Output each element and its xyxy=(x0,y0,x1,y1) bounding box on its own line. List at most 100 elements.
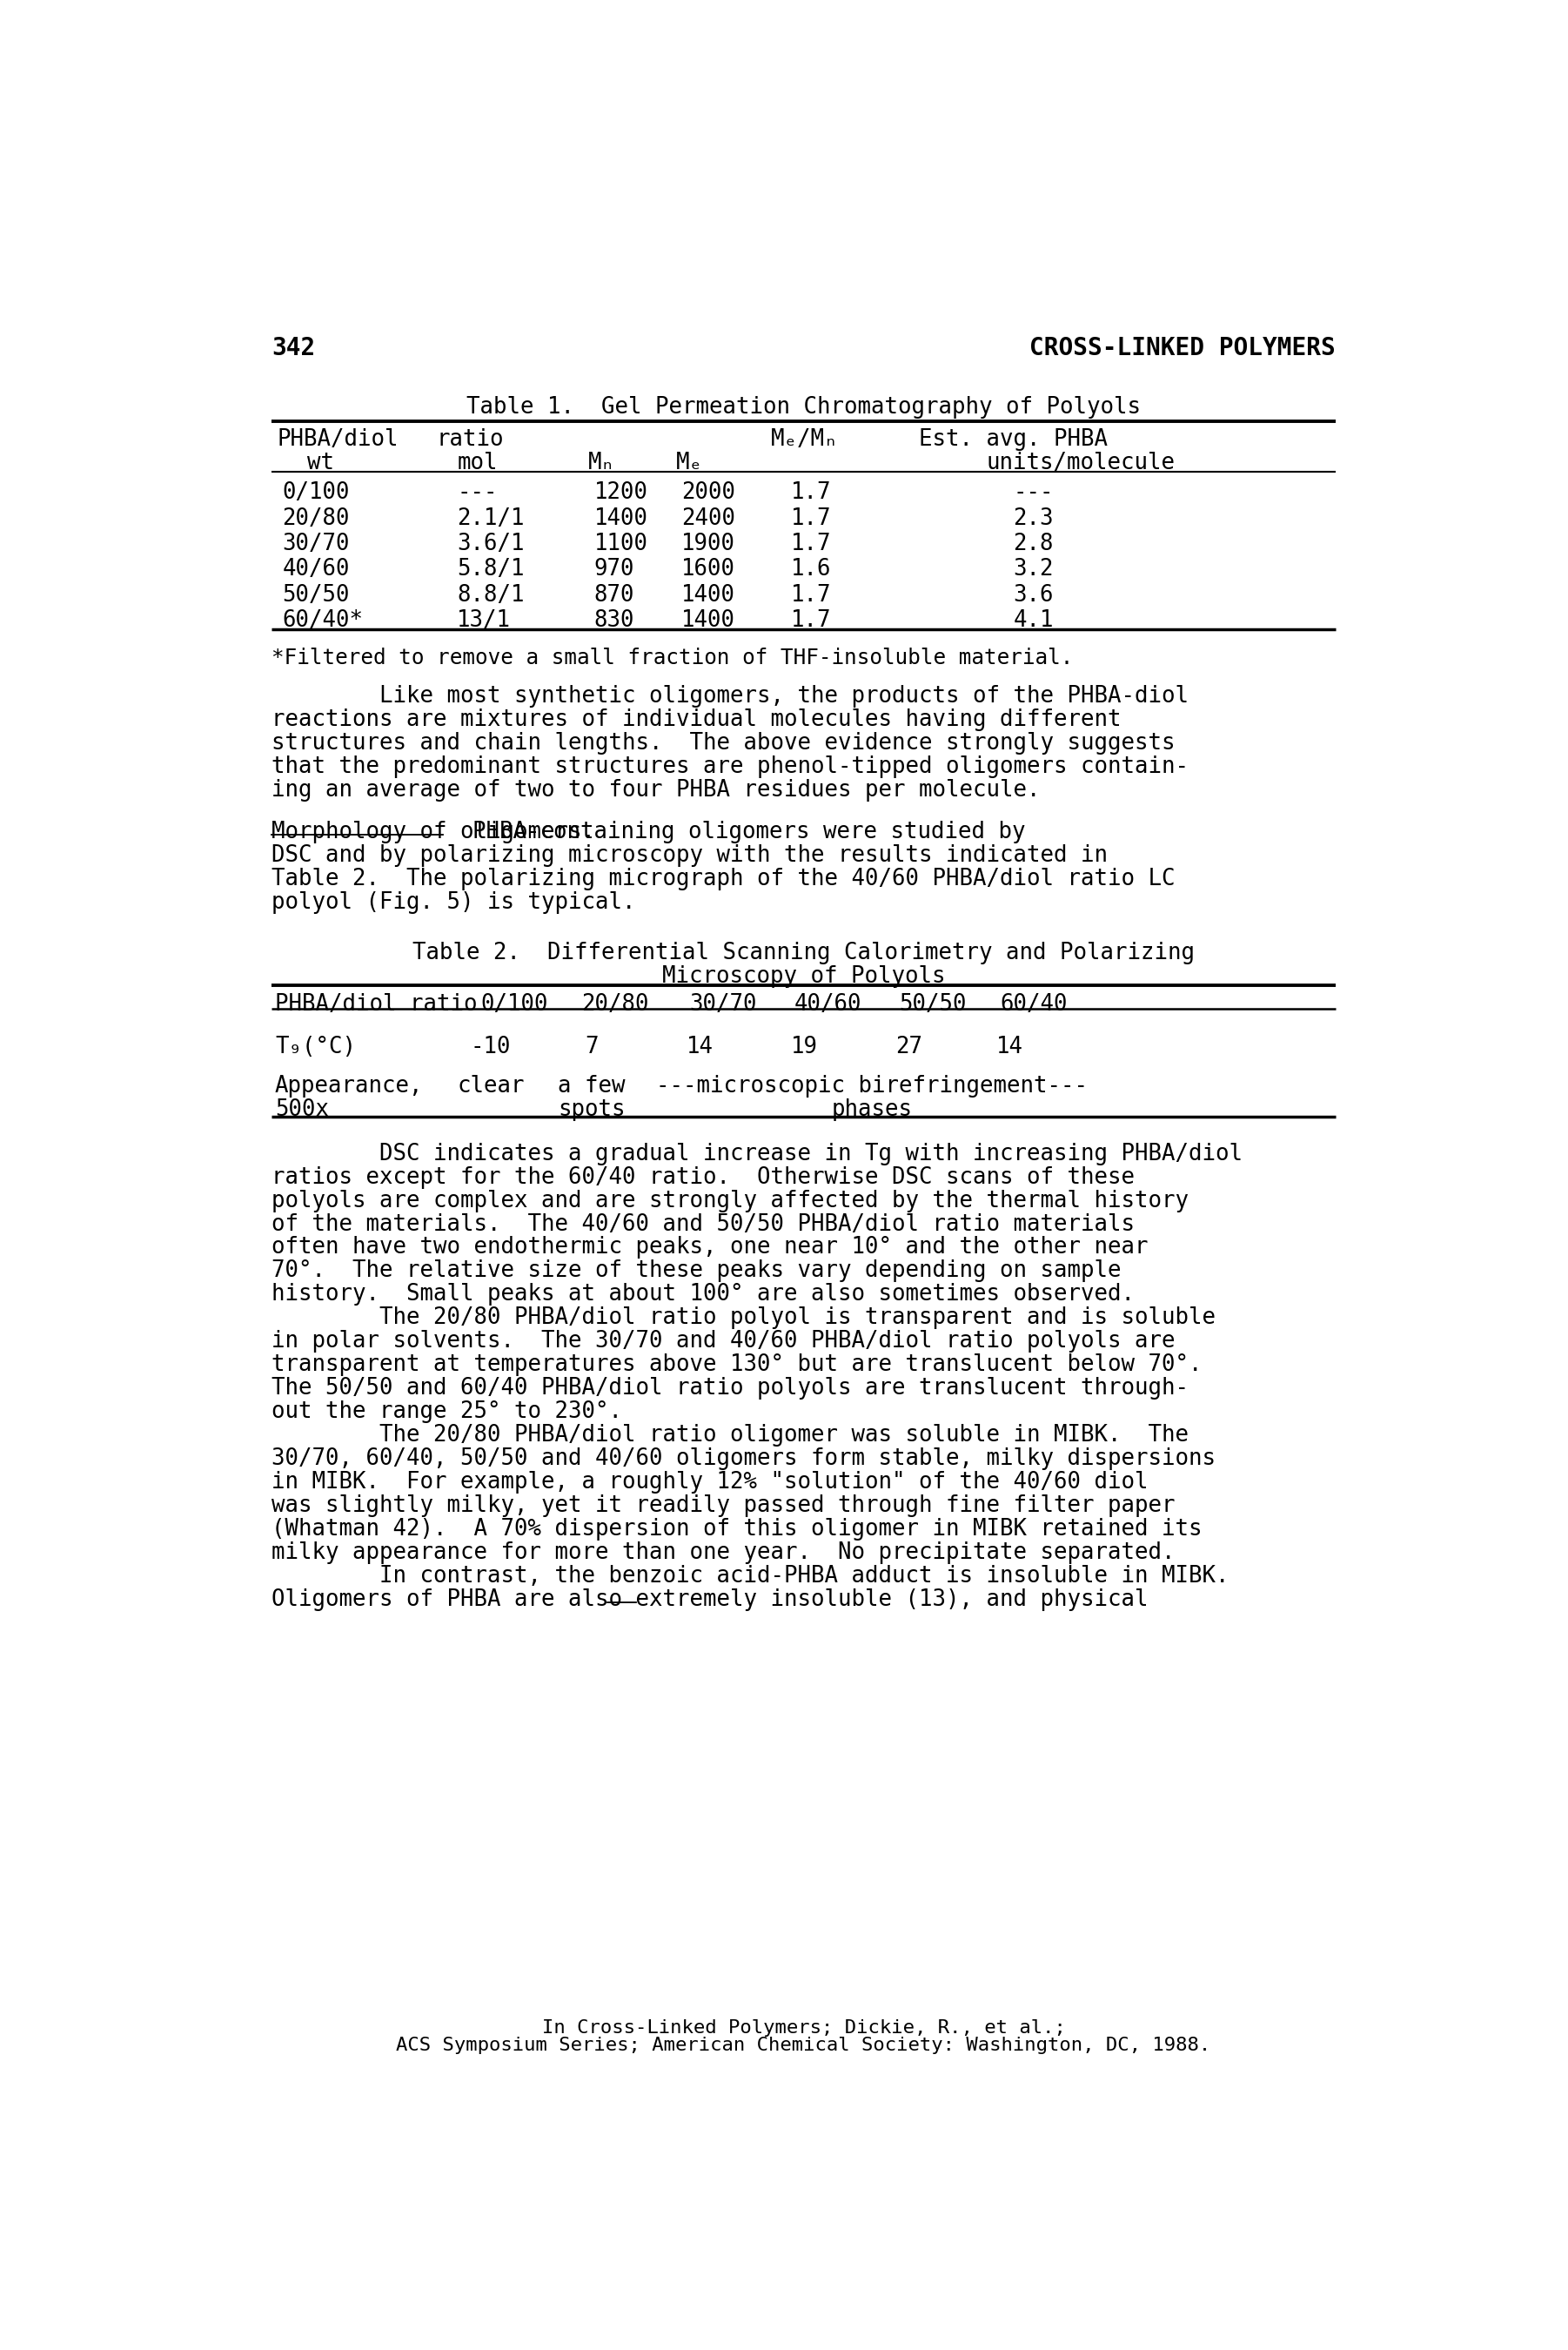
Text: 8.8/1: 8.8/1 xyxy=(456,583,524,606)
Text: 20/80: 20/80 xyxy=(282,508,350,529)
Text: 1100: 1100 xyxy=(594,533,648,555)
Text: 500x: 500x xyxy=(274,1097,329,1121)
Text: 1.7: 1.7 xyxy=(790,533,831,555)
Text: 27: 27 xyxy=(895,1036,922,1058)
Text: *Filtered to remove a small fraction of THF-insoluble material.: *Filtered to remove a small fraction of … xyxy=(271,649,1073,670)
Text: (Whatman 42).  A 70% dispersion of this oligomer in MIBK retained its: (Whatman 42). A 70% dispersion of this o… xyxy=(271,1518,1203,1542)
Text: The 50/50 and 60/40 PHBA/diol ratio polyols are translucent through-: The 50/50 and 60/40 PHBA/diol ratio poly… xyxy=(271,1377,1189,1401)
Text: 50/50: 50/50 xyxy=(282,583,350,606)
Text: Table 2.  The polarizing micrograph of the 40/60 PHBA/diol ratio LC: Table 2. The polarizing micrograph of th… xyxy=(271,867,1174,891)
Text: Mₑ: Mₑ xyxy=(676,451,702,475)
Text: that the predominant structures are phenol-tipped oligomers contain-: that the predominant structures are phen… xyxy=(271,754,1189,778)
Text: 30/70: 30/70 xyxy=(282,533,350,555)
Text: phases: phases xyxy=(831,1097,913,1121)
Text: Like most synthetic oligomers, the products of the PHBA-diol: Like most synthetic oligomers, the produ… xyxy=(271,684,1189,707)
Text: 60/40: 60/40 xyxy=(1000,994,1068,1015)
Text: Table 2.  Differential Scanning Calorimetry and Polarizing: Table 2. Differential Scanning Calorimet… xyxy=(412,942,1195,964)
Text: 20/80: 20/80 xyxy=(582,994,649,1015)
Text: transparent at temperatures above 130° but are translucent below 70°.: transparent at temperatures above 130° b… xyxy=(271,1354,1203,1377)
Text: ---: --- xyxy=(1013,482,1054,505)
Text: The 20/80 PHBA/diol ratio polyol is transparent and is soluble: The 20/80 PHBA/diol ratio polyol is tran… xyxy=(271,1307,1215,1330)
Text: spots: spots xyxy=(558,1097,626,1121)
Text: 14: 14 xyxy=(997,1036,1024,1058)
Text: mol: mol xyxy=(456,451,497,475)
Text: Oligomers of PHBA are also extremely insoluble (13), and physical: Oligomers of PHBA are also extremely ins… xyxy=(271,1589,1148,1610)
Text: ---: --- xyxy=(456,482,497,505)
Text: ---microscopic birefringement---: ---microscopic birefringement--- xyxy=(655,1074,1088,1097)
Text: ing an average of two to four PHBA residues per molecule.: ing an average of two to four PHBA resid… xyxy=(271,778,1040,801)
Text: Mₙ: Mₙ xyxy=(588,451,616,475)
Text: In Cross-Linked Polymers; Dickie, R., et al.;: In Cross-Linked Polymers; Dickie, R., et… xyxy=(541,2019,1066,2037)
Text: 30/70, 60/40, 50/50 and 40/60 oligomers form stable, milky dispersions: 30/70, 60/40, 50/50 and 40/60 oligomers … xyxy=(271,1448,1215,1471)
Text: 1600: 1600 xyxy=(682,557,735,580)
Text: PHBA/diol ratio: PHBA/diol ratio xyxy=(274,994,477,1015)
Text: 13/1: 13/1 xyxy=(456,609,511,632)
Text: CROSS-LINKED POLYMERS: CROSS-LINKED POLYMERS xyxy=(1030,336,1336,360)
Text: 342: 342 xyxy=(271,336,315,360)
Text: 1.7: 1.7 xyxy=(790,482,831,505)
Text: 1.7: 1.7 xyxy=(790,508,831,529)
Text: 2.3: 2.3 xyxy=(1013,508,1054,529)
Text: 0/100: 0/100 xyxy=(282,482,350,505)
Text: polyol (Fig. 5) is typical.: polyol (Fig. 5) is typical. xyxy=(271,891,635,914)
Text: In contrast, the benzoic acid-PHBA adduct is insoluble in MIBK.: In contrast, the benzoic acid-PHBA adduc… xyxy=(271,1565,1229,1586)
Text: DSC indicates a gradual increase in Tg with increasing PHBA/diol: DSC indicates a gradual increase in Tg w… xyxy=(271,1142,1242,1166)
Text: of the materials.  The 40/60 and 50/50 PHBA/diol ratio materials: of the materials. The 40/60 and 50/50 PH… xyxy=(271,1213,1135,1236)
Text: DSC and by polarizing microscopy with the results indicated in: DSC and by polarizing microscopy with th… xyxy=(271,844,1107,867)
Text: 0/100: 0/100 xyxy=(480,994,549,1015)
Text: 3.2: 3.2 xyxy=(1013,557,1054,580)
Text: history.  Small peaks at about 100° are also sometimes observed.: history. Small peaks at about 100° are a… xyxy=(271,1283,1135,1307)
Text: 14: 14 xyxy=(687,1036,713,1058)
Text: 40/60: 40/60 xyxy=(282,557,350,580)
Text: Mₑ/Mₙ: Mₑ/Mₙ xyxy=(770,428,837,451)
Text: 4.1: 4.1 xyxy=(1013,609,1054,632)
Text: 2.8: 2.8 xyxy=(1013,533,1054,555)
Text: 1.6: 1.6 xyxy=(790,557,831,580)
Text: structures and chain lengths.  The above evidence strongly suggests: structures and chain lengths. The above … xyxy=(271,731,1174,754)
Text: 7: 7 xyxy=(585,1036,599,1058)
Text: T₉(°C): T₉(°C) xyxy=(274,1036,356,1058)
Text: out the range 25° to 230°.: out the range 25° to 230°. xyxy=(271,1401,622,1424)
Text: ratios except for the 60/40 ratio.  Otherwise DSC scans of these: ratios except for the 60/40 ratio. Other… xyxy=(271,1166,1135,1189)
Text: ACS Symposium Series; American Chemical Society: Washington, DC, 1988.: ACS Symposium Series; American Chemical … xyxy=(397,2037,1210,2054)
Text: 1.7: 1.7 xyxy=(790,609,831,632)
Text: Table 1.  Gel Permeation Chromatography of Polyols: Table 1. Gel Permeation Chromatography o… xyxy=(466,395,1142,418)
Text: clear: clear xyxy=(456,1074,524,1097)
Text: ratio: ratio xyxy=(437,428,505,451)
Text: 1.7: 1.7 xyxy=(790,583,831,606)
Text: was slightly milky, yet it readily passed through fine filter paper: was slightly milky, yet it readily passe… xyxy=(271,1495,1174,1518)
Text: a few: a few xyxy=(558,1074,626,1097)
Text: 60/40*: 60/40* xyxy=(282,609,364,632)
Text: PHBA-containing oligomers were studied by: PHBA-containing oligomers were studied b… xyxy=(445,820,1025,844)
Text: 2400: 2400 xyxy=(682,508,735,529)
Text: polyols are complex and are strongly affected by the thermal history: polyols are complex and are strongly aff… xyxy=(271,1189,1189,1213)
Text: Appearance,: Appearance, xyxy=(274,1074,423,1097)
Text: often have two endothermic peaks, one near 10° and the other near: often have two endothermic peaks, one ne… xyxy=(271,1236,1148,1260)
Text: Morphology of oligomers.: Morphology of oligomers. xyxy=(271,820,596,844)
Text: 970: 970 xyxy=(594,557,635,580)
Text: wt: wt xyxy=(307,451,334,475)
Text: 1400: 1400 xyxy=(682,609,735,632)
Text: 70°.  The relative size of these peaks vary depending on sample: 70°. The relative size of these peaks va… xyxy=(271,1260,1121,1283)
Text: 1200: 1200 xyxy=(594,482,648,505)
Text: 30/70: 30/70 xyxy=(690,994,757,1015)
Text: 870: 870 xyxy=(594,583,635,606)
Text: 40/60: 40/60 xyxy=(793,994,861,1015)
Text: 19: 19 xyxy=(790,1036,818,1058)
Text: PHBA/diol: PHBA/diol xyxy=(278,428,398,451)
Text: in MIBK.  For example, a roughly 12% "solution" of the 40/60 diol: in MIBK. For example, a roughly 12% "sol… xyxy=(271,1471,1148,1495)
Text: Microscopy of Polyols: Microscopy of Polyols xyxy=(662,966,946,987)
Text: units/molecule: units/molecule xyxy=(986,451,1174,475)
Text: milky appearance for more than one year.  No precipitate separated.: milky appearance for more than one year.… xyxy=(271,1542,1174,1563)
Text: 1400: 1400 xyxy=(682,583,735,606)
Text: 830: 830 xyxy=(594,609,635,632)
Text: 1900: 1900 xyxy=(682,533,735,555)
Text: 1400: 1400 xyxy=(594,508,648,529)
Text: reactions are mixtures of individual molecules having different: reactions are mixtures of individual mol… xyxy=(271,707,1121,731)
Text: 2000: 2000 xyxy=(682,482,735,505)
Text: The 20/80 PHBA/diol ratio oligomer was soluble in MIBK.  The: The 20/80 PHBA/diol ratio oligomer was s… xyxy=(271,1424,1189,1448)
Text: 5.8/1: 5.8/1 xyxy=(456,557,524,580)
Text: Est. avg. PHBA: Est. avg. PHBA xyxy=(919,428,1107,451)
Text: 3.6/1: 3.6/1 xyxy=(456,533,524,555)
Text: 2.1/1: 2.1/1 xyxy=(456,508,524,529)
